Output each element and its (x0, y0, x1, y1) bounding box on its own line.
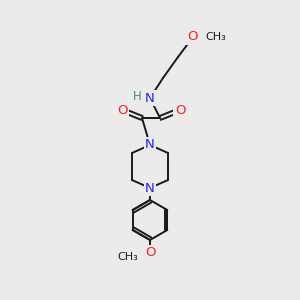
Text: O: O (175, 103, 185, 116)
Text: N: N (145, 182, 155, 194)
Text: N: N (145, 139, 155, 152)
Text: N: N (145, 92, 155, 104)
Text: O: O (188, 31, 198, 44)
Text: H: H (133, 89, 142, 103)
Text: O: O (145, 247, 155, 260)
Text: CH₃: CH₃ (205, 32, 226, 42)
Text: CH₃: CH₃ (117, 252, 138, 262)
Text: O: O (117, 103, 127, 116)
